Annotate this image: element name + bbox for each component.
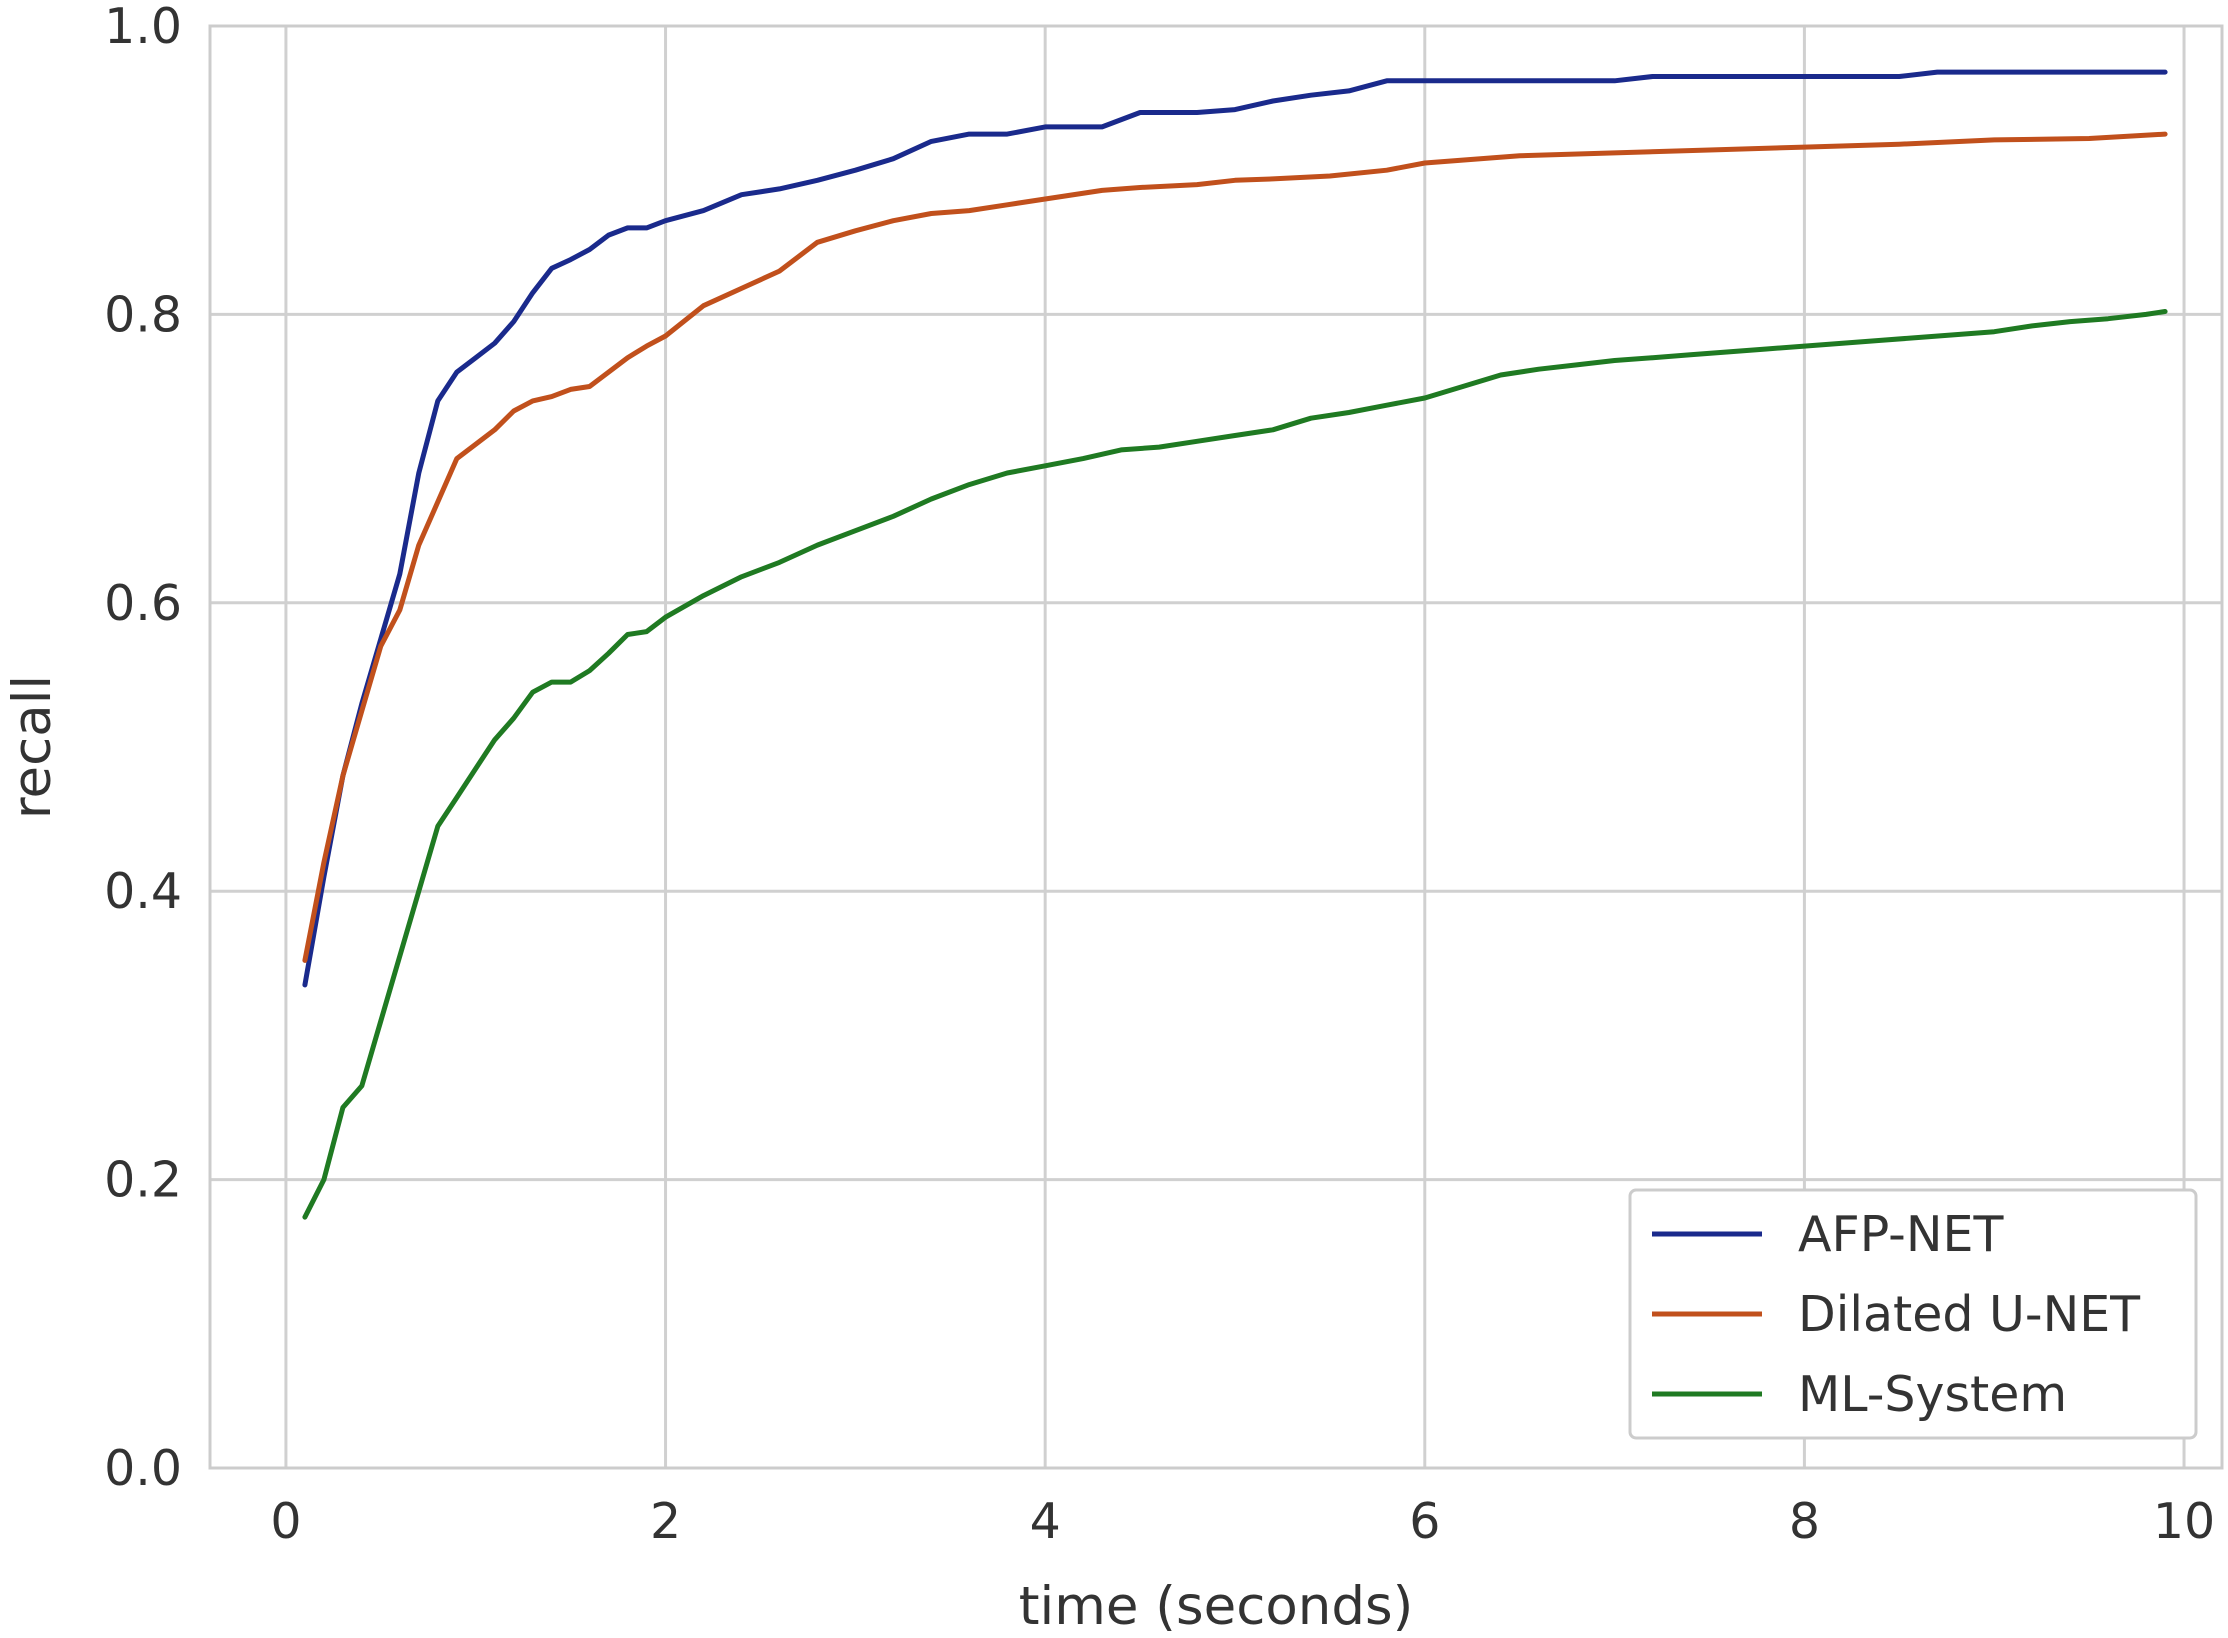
x-tick-label: 10	[2153, 1493, 2215, 1550]
plot-frame	[208, 24, 2224, 1470]
y-tick-label: 0.6	[104, 575, 182, 632]
x-tick-label: 8	[1789, 1493, 1820, 1550]
x-tick-label: 0	[270, 1493, 301, 1550]
x-tick-label: 6	[1409, 1493, 1440, 1550]
x-axis-label: time (seconds)	[1019, 1576, 1414, 1637]
tick-labels: 0 2 4 6 8 10 0.0 0.2 0.4 0.6 0.8 1.0	[104, 0, 2215, 1550]
series-line-0	[302, 69, 2168, 988]
legend-label: Dilated U-NET	[1798, 1286, 2141, 1343]
y-tick-label: 0.4	[104, 863, 182, 920]
y-tick-label: 0.2	[104, 1152, 182, 1209]
x-tick-label: 4	[1030, 1493, 1061, 1550]
series-line-1	[302, 131, 2168, 963]
y-tick-label: 1.0	[104, 0, 182, 55]
y-tick-label: 0.8	[104, 286, 182, 343]
y-tick-label: 0.0	[104, 1440, 182, 1497]
y-axis-label: recall	[2, 675, 63, 819]
series-lines	[302, 69, 2168, 1220]
legend: AFP-NET Dilated U-NET ML-System	[1628, 1188, 2198, 1440]
legend-label: AFP-NET	[1798, 1206, 2004, 1263]
x-tick-label: 2	[650, 1493, 681, 1550]
legend-box	[1628, 1188, 2198, 1440]
legend-label: ML-System	[1798, 1366, 2067, 1423]
series-line-2	[302, 309, 2168, 1220]
